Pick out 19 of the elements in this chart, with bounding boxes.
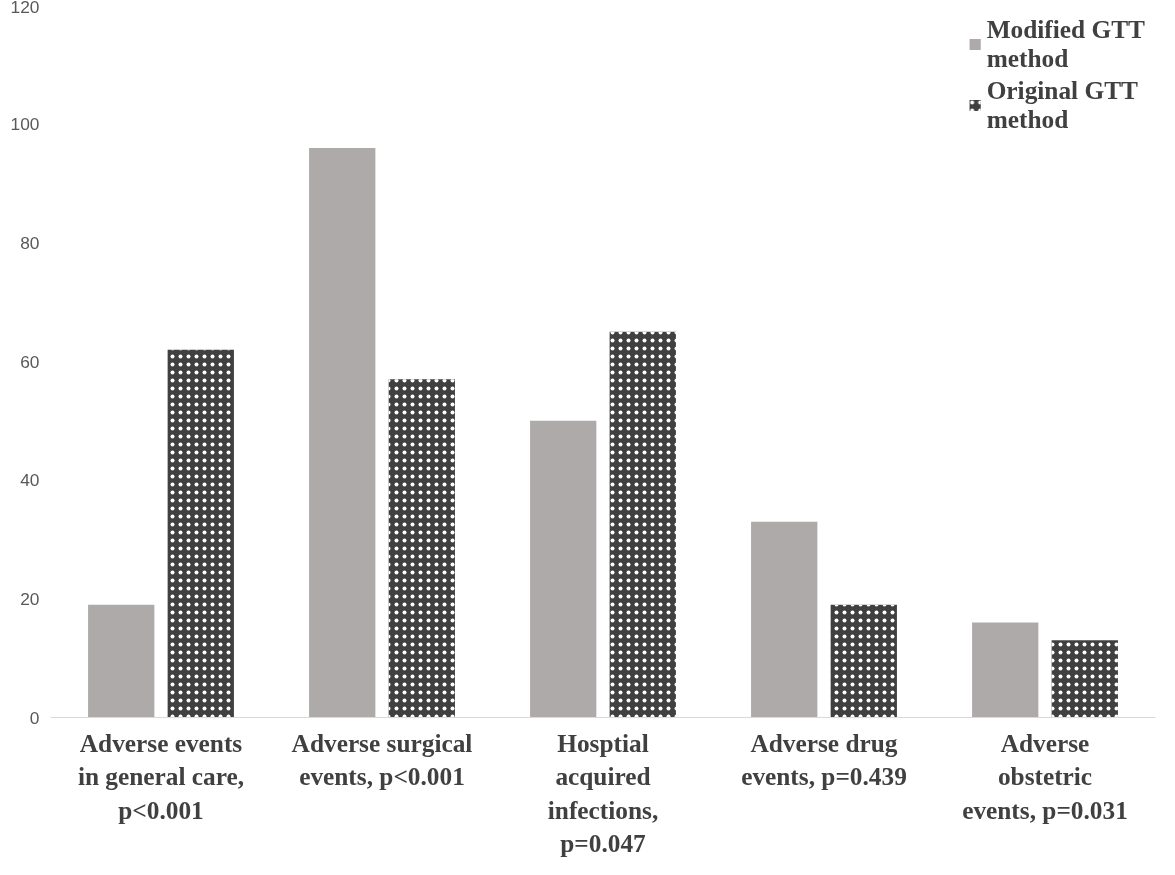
x-tick-label: Hosptial acquired infections, p=0.047 bbox=[547, 728, 659, 858]
y-tick-label: 0 bbox=[29, 707, 40, 728]
y-tick-label: 80 bbox=[20, 232, 40, 253]
y-tick-label: 120 bbox=[10, 0, 40, 17]
bar bbox=[530, 420, 597, 718]
bar bbox=[309, 147, 376, 718]
y-tick-label: 20 bbox=[20, 588, 40, 609]
legend-label: Original GTT method bbox=[986, 76, 1138, 134]
bar bbox=[972, 622, 1039, 718]
x-tick-label: Adverse events in general care, p<0.001 bbox=[77, 728, 245, 824]
x-tick-label: Adverse surgical events, p<0.001 bbox=[291, 728, 473, 791]
bar bbox=[751, 521, 818, 718]
y-tick-label: 40 bbox=[20, 470, 40, 491]
legend-label: Modified GTT method bbox=[986, 15, 1145, 73]
x-tick-label: Adverse drug events, p=0.439 bbox=[741, 728, 907, 791]
bar bbox=[88, 604, 155, 718]
y-tick-label: 60 bbox=[20, 351, 40, 372]
x-tick-label: Adverse obstetric events, p=0.031 bbox=[962, 728, 1128, 824]
y-tick-label: 100 bbox=[10, 114, 40, 135]
